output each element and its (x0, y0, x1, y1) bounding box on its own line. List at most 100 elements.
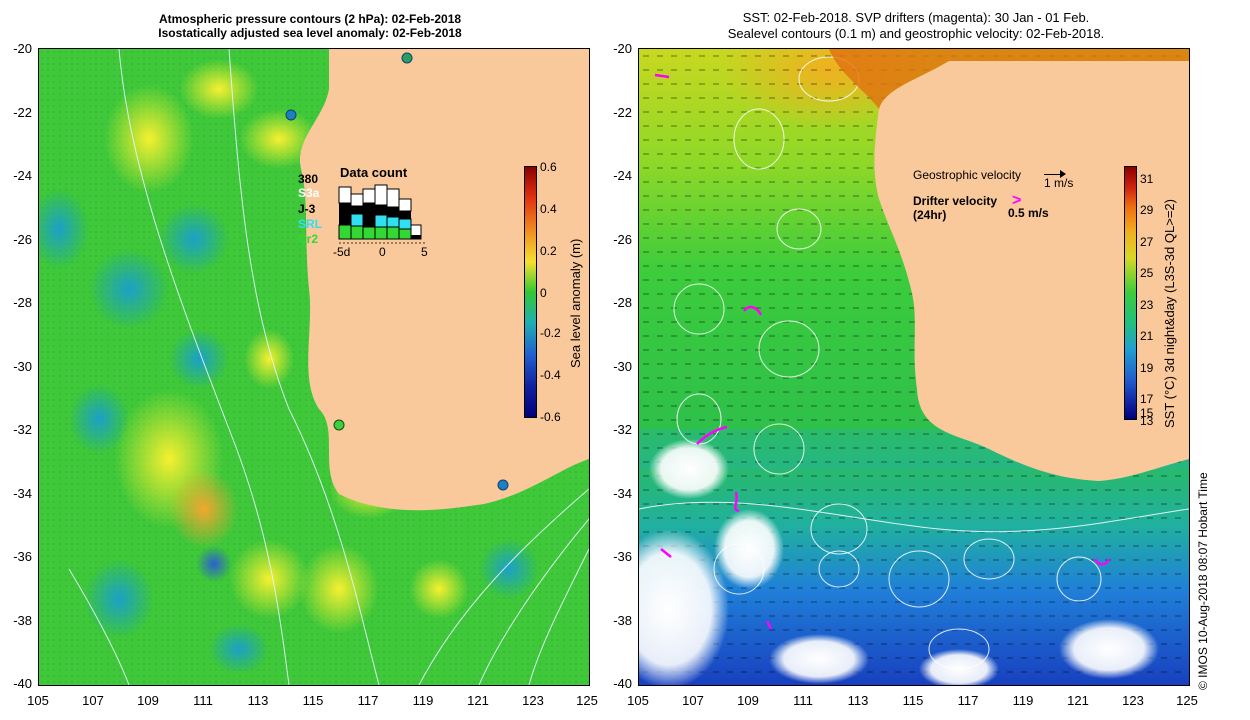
sla-cb-tick: -0.4 (540, 368, 561, 382)
right-title-line1: SST: 02-Feb-2018. SVP drifters (magenta)… (742, 10, 1090, 25)
sla-map-svg (39, 49, 589, 685)
data-count-title: Data count (340, 165, 408, 180)
left-title-line1: Atmospheric pressure contours (2 hPa): 0… (158, 12, 462, 26)
sla-map-panel (38, 48, 590, 686)
lon-tick: 119 (1012, 693, 1034, 708)
sla-cb-tick: 0.6 (540, 160, 557, 174)
pressure-contours (68, 49, 589, 685)
lon-tick: 117 (957, 693, 979, 708)
sst-cb-tick: 31 (1140, 172, 1154, 186)
left-title-line2: Isostatically adjusted sea level anomaly… (158, 26, 462, 40)
sst-cb-tick: 17 (1140, 392, 1154, 406)
sla-colorbar (524, 166, 537, 418)
legend-srl: SRL (298, 217, 322, 231)
lon-tick: 115 (302, 693, 324, 708)
lon-tick: 123 (1122, 693, 1144, 708)
lat-tick: -26 (13, 232, 32, 247)
lon-tick: 105 (27, 693, 49, 708)
drifter-track (1093, 558, 1111, 566)
sla-cb-tick: 0.2 (540, 244, 557, 258)
legend-j3: J-3 (298, 202, 316, 216)
sla-colorbar-label: Sea level anomaly (m) (568, 238, 583, 368)
tide-gauge-marker (401, 52, 413, 64)
lon-tick: 109 (737, 693, 759, 708)
right-title-line2: Sealevel contours (0.1 m) and geostrophi… (727, 26, 1105, 41)
tide-gauge-marker (333, 419, 345, 431)
sst-colorbar (1124, 166, 1137, 420)
lat-tick: -28 (613, 295, 632, 310)
australia-landmass (874, 61, 1189, 481)
lat-tick: -26 (613, 232, 632, 247)
data-count-axis-end: 5 (421, 245, 428, 259)
sst-cb-tick: 29 (1140, 203, 1154, 217)
sla-cb-tick: 0.4 (540, 202, 557, 216)
lat-tick: -32 (13, 422, 32, 437)
drifter-track (654, 73, 670, 79)
lon-tick: 121 (467, 693, 489, 708)
sla-cb-tick: -0.2 (540, 326, 561, 340)
lat-tick: -30 (13, 359, 32, 374)
legend-380: 380 (298, 172, 319, 186)
lat-tick: -22 (613, 105, 632, 120)
data-count-axis-zero: 0 (379, 245, 386, 259)
drifter-arrow-icon: > (1012, 192, 1022, 209)
lat-tick: -20 (13, 41, 32, 56)
cloud-gap-regions (639, 439, 1159, 685)
geostrophic-scale-value: 1 m/s (1044, 176, 1074, 190)
lon-tick: 109 (137, 693, 159, 708)
sst-cb-tick: 27 (1140, 235, 1154, 249)
lat-tick: -22 (13, 105, 32, 120)
sst-cb-tick: 21 (1140, 329, 1154, 343)
warm-coastal-water (829, 49, 1189, 109)
lat-tick: -36 (613, 549, 632, 564)
lon-tick: 123 (522, 693, 544, 708)
data-count-axis-start: -5d (333, 245, 351, 259)
lon-tick: 105 (627, 693, 649, 708)
lon-tick: 111 (193, 693, 213, 708)
lon-tick: 113 (847, 693, 869, 708)
lon-tick: 125 (576, 693, 598, 708)
sla-anomaly-blobs (39, 59, 539, 674)
lat-tick: -20 (613, 41, 632, 56)
lat-tick: -24 (13, 168, 32, 183)
lat-tick: -40 (13, 676, 32, 691)
svp-drifter-tracks (654, 73, 1111, 630)
sst-colorbar-label: SST (°C) 3d night&day (L3S-3d QL>=2) (1162, 199, 1177, 428)
legend-s3a: S3a (298, 186, 320, 200)
sla-cb-tick: -0.6 (540, 410, 561, 424)
sst-cb-tick: 23 (1140, 298, 1154, 312)
geostrophic-velocity-label: Geostrophic velocity (913, 168, 1022, 182)
sst-cb-tick: 25 (1140, 266, 1154, 280)
tide-gauge-marker (285, 109, 297, 121)
drifter-track (696, 425, 728, 445)
sla-cb-tick: 0 (540, 286, 547, 300)
right-title: SST: 02-Feb-2018. SVP drifters (magenta)… (636, 10, 1196, 42)
drifter-interval-label: (24hr) (913, 208, 947, 222)
drifter-track (734, 491, 740, 513)
lat-tick: -38 (613, 613, 632, 628)
drifter-track (765, 620, 773, 630)
tide-gauge-marker (497, 479, 509, 491)
sst-cb-tick: 15 (1140, 406, 1154, 420)
australia-landmass (299, 49, 589, 511)
geostrophic-arrowhead-icon (1060, 170, 1066, 178)
lon-tick: 117 (357, 693, 379, 708)
lon-tick: 111 (793, 693, 813, 708)
sst-map-svg (639, 49, 1189, 685)
lon-tick: 107 (682, 693, 704, 708)
legend-cr2: Cr2 (298, 232, 319, 246)
geostrophic-arrow-icon (1044, 174, 1062, 175)
lat-tick: -24 (613, 168, 632, 183)
drifter-velocity-label: Drifter velocity (913, 194, 998, 208)
drifter-track (660, 548, 672, 558)
lat-tick: -32 (613, 422, 632, 437)
imos-credit: © IMOS 10-Aug-2018 08:07 Hobart Time (1196, 472, 1210, 690)
data-count-inset (338, 184, 425, 244)
sst-cb-tick: 13 (1140, 414, 1154, 428)
lat-tick: -28 (13, 295, 32, 310)
lat-tick: -30 (613, 359, 632, 374)
lat-tick: -40 (613, 676, 632, 691)
drifter-scale-value: 0.5 m/s (1008, 206, 1049, 220)
lat-tick: -38 (13, 613, 32, 628)
sst-map-panel (638, 48, 1190, 686)
